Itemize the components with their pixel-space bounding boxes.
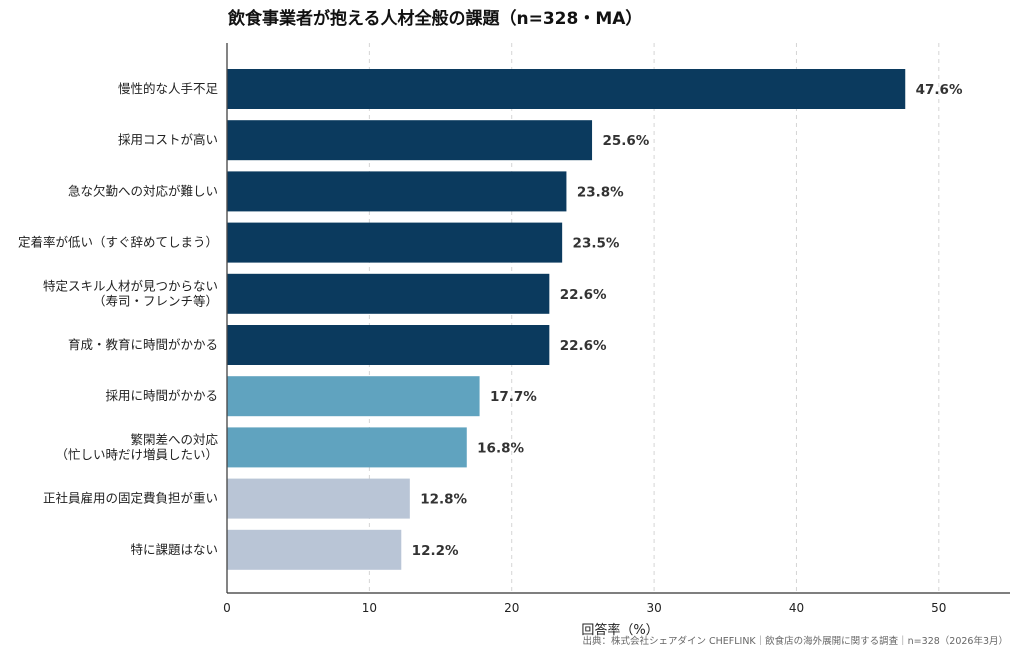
- x-tick-label: 20: [504, 601, 519, 615]
- bar: [227, 120, 593, 161]
- source-note: 出典：株式会社シェアダイン CHEFLINK｜飲食店の海外展開に関する調査｜n=…: [582, 635, 1008, 647]
- x-tick-label: 30: [646, 601, 661, 615]
- bar-value-label: 47.6%: [916, 82, 963, 98]
- bar-value-label: 23.5%: [573, 236, 620, 252]
- category-label: 慢性的な人手不足: [118, 81, 219, 96]
- category-label: 正社員雇用の固定費負担が重い: [43, 491, 218, 506]
- category-label: 定着率が低い（すぐ辞めてしまう）: [18, 235, 218, 250]
- x-tick-label: 50: [931, 601, 946, 615]
- bar: [227, 478, 410, 519]
- x-tick-labels: 0 10 20 30 40 50: [223, 601, 946, 615]
- x-tick-label: 40: [789, 601, 804, 615]
- category-labels: 慢性的な人手不足採用コストが高い急な欠勤への対応が難しい定着率が低い（すぐ辞めて…: [18, 81, 219, 557]
- bar-value-label: 12.2%: [412, 543, 459, 559]
- bar-value-label: 16.8%: [477, 440, 524, 456]
- bar: [227, 529, 402, 570]
- category-label: 特に課題はない: [130, 542, 218, 557]
- category-label: 繁閑差への対応: [130, 432, 218, 447]
- bars: [227, 69, 906, 570]
- bar: [227, 325, 550, 365]
- category-label: （忙しい時だけ増員したい）: [55, 447, 218, 462]
- chart-title: 飲食事業者が抱える人材全般の課題（n=328・MA）: [227, 8, 642, 29]
- bar-value-label: 17.7%: [490, 389, 537, 405]
- bar-value-label: 23.8%: [577, 184, 624, 200]
- bar-value-label: 25.6%: [602, 133, 649, 149]
- bar: [227, 376, 480, 417]
- bar-value-label: 22.6%: [560, 287, 607, 303]
- bar: [227, 222, 563, 263]
- bar: [227, 69, 906, 109]
- x-tick-label: 10: [362, 601, 377, 615]
- bar: [227, 427, 467, 468]
- category-label: 育成・教育に時間がかかる: [68, 337, 218, 352]
- bar: [227, 171, 567, 212]
- category-label: 急な欠勤への対応が難しい: [68, 183, 218, 198]
- bar-value-label: 12.8%: [420, 492, 467, 508]
- value-labels: 47.6% 25.6% 23.8% 23.5% 22.6% 22.6% 17.7% 16.8%…: [412, 82, 963, 559]
- category-label: 特定スキル人材が見つからない: [43, 278, 218, 293]
- category-label: 採用に時間がかかる: [105, 388, 218, 403]
- bar-value-label: 22.6%: [560, 338, 607, 354]
- category-label: （寿司・フレンチ等）: [93, 293, 218, 308]
- bar: [227, 273, 550, 314]
- category-label: 採用コストが高い: [118, 132, 218, 147]
- x-tick-label: 0: [223, 601, 231, 615]
- x-axis-label: 回答率（%）: [581, 622, 658, 638]
